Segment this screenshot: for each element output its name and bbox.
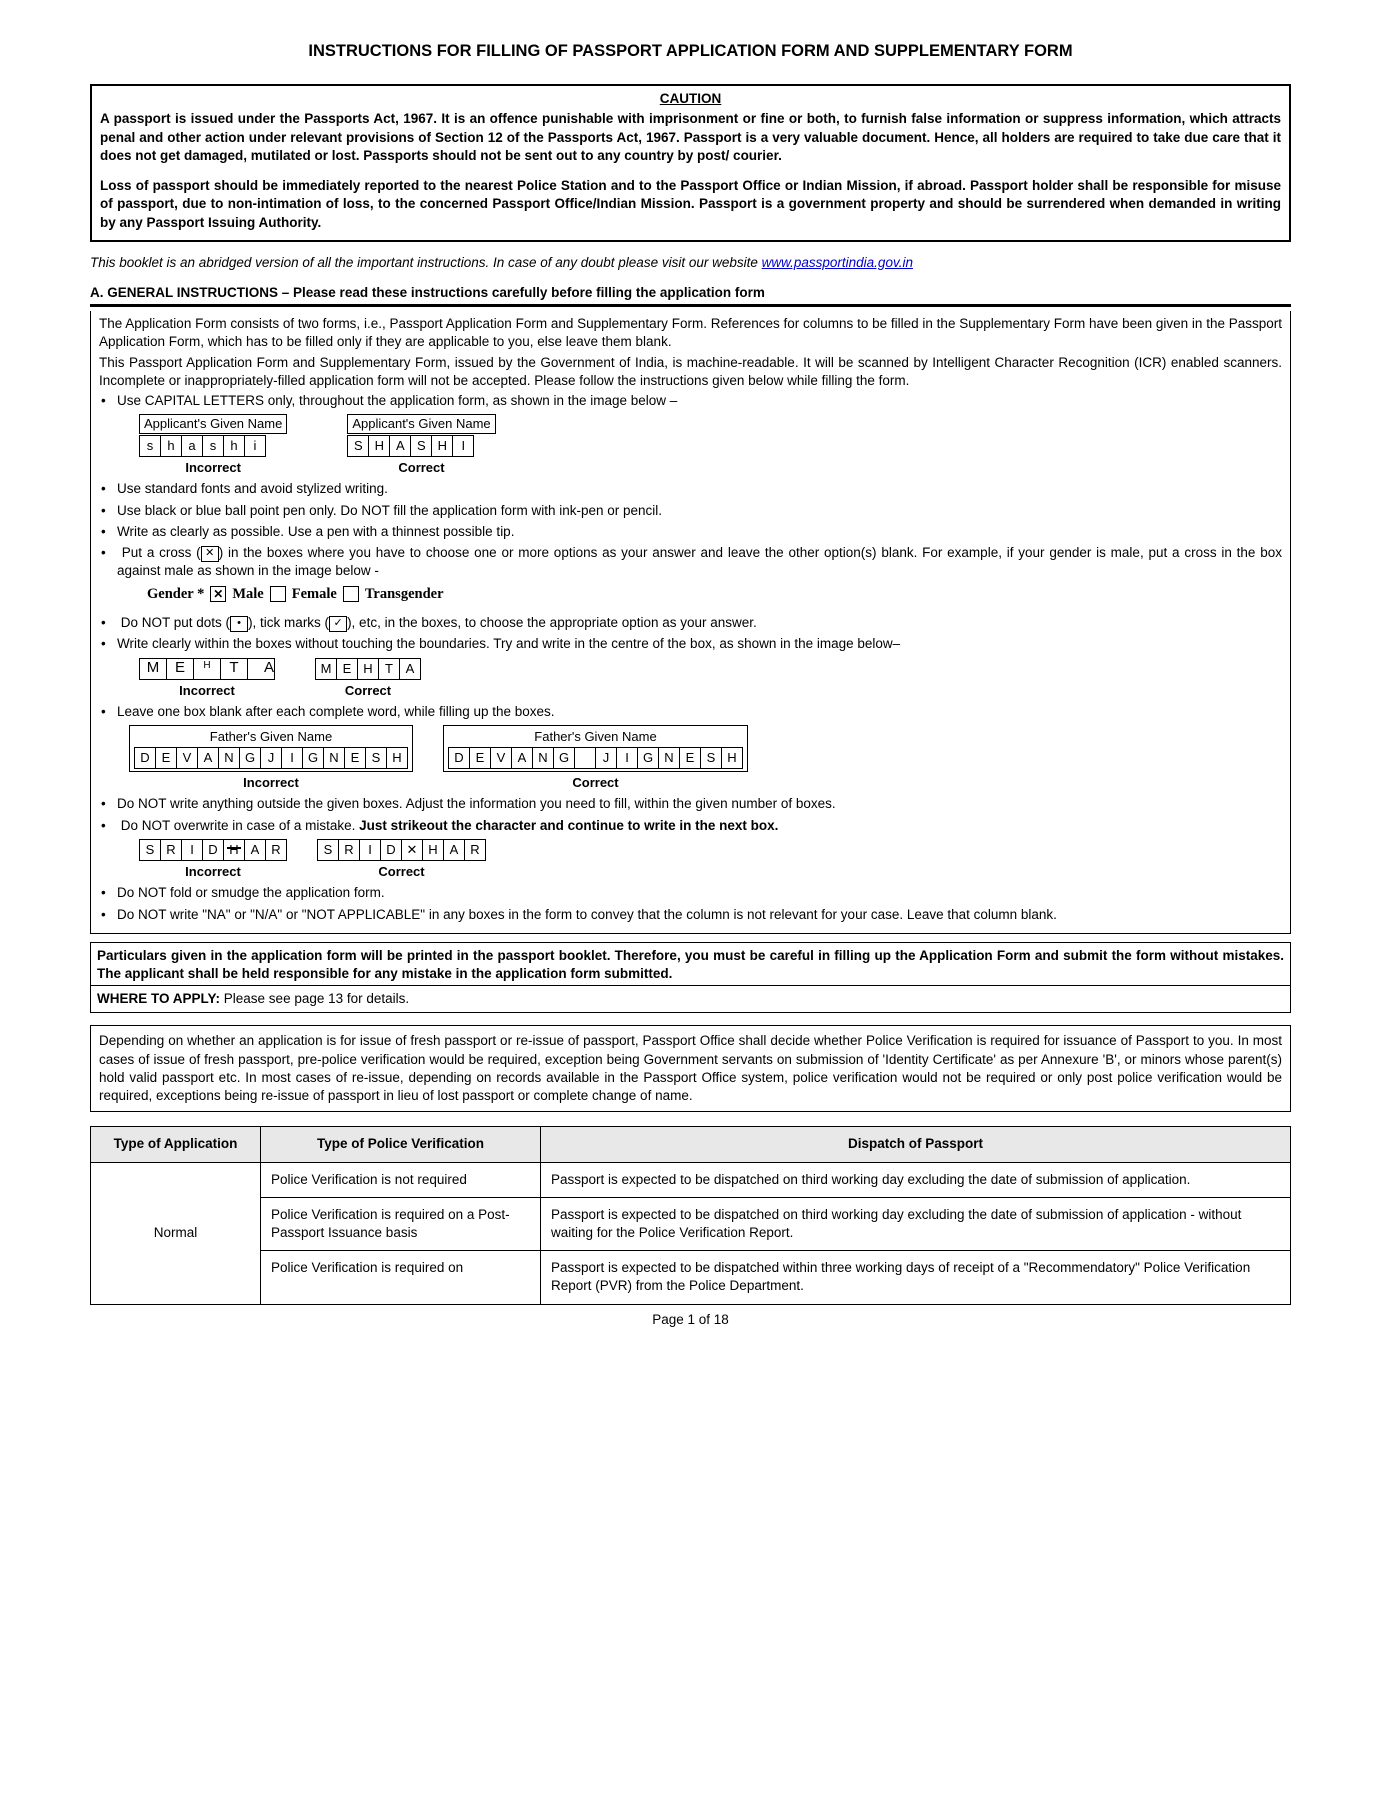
mehta-good-boxes: M E H T A — [315, 658, 421, 680]
cell-r1c3: Passport is expected to be dispatched on… — [541, 1162, 1291, 1197]
th-type-pv: Type of Police Verification — [261, 1127, 541, 1162]
th-dispatch: Dispatch of Passport — [541, 1127, 1291, 1162]
cell-r1c2: Police Verification is not required — [261, 1162, 541, 1197]
mehta-bad-boxes: M E H T A — [139, 658, 275, 680]
bullet-fold: Do NOT fold or smudge the application fo… — [117, 884, 1282, 902]
caution-p1: A passport is issued under the Passports… — [100, 110, 1281, 165]
bullet-clear: Write as clearly as possible. Use a pen … — [117, 523, 1282, 541]
male-checkbox — [210, 586, 226, 602]
bullet-outside: Do NOT write anything outside the given … — [117, 795, 1282, 813]
cell-r3c3: Passport is expected to be dispatched wi… — [541, 1251, 1291, 1304]
bullet-blank: Leave one box blank after each complete … — [117, 703, 1282, 721]
bullet-centre: Write clearly within the boxes without t… — [117, 635, 1282, 653]
section-a-header: A. GENERAL INSTRUCTIONS – Please read th… — [90, 284, 1291, 307]
dispatch-table: Type of Application Type of Police Verif… — [90, 1126, 1291, 1304]
shashi-upper-boxes: S H A S H I — [347, 435, 495, 457]
page-number: Page 1 of 18 — [90, 1311, 1291, 1329]
th-type-app: Type of Application — [91, 1127, 261, 1162]
gender-label: Gender * — [147, 585, 204, 605]
caution-p2: Loss of passport should be immediately r… — [100, 177, 1281, 232]
example-fathers: Father's Given Name D E V A N G J I G N … — [129, 725, 1282, 791]
where-text: Please see page 13 for details. — [224, 991, 409, 1006]
general-instructions-box: The Application Form consists of two for… — [90, 311, 1291, 934]
bullet-overwrite: Do NOT overwrite in case of a mistake. J… — [117, 817, 1282, 835]
shashi-lower-boxes: s h a s h i — [139, 435, 287, 457]
given-name-label-2: Applicant's Given Name — [347, 414, 495, 434]
website-link[interactable]: www.passportindia.gov.in — [762, 255, 913, 270]
general-p2: This Passport Application Form and Suppl… — [99, 354, 1282, 390]
fathers-label-1: Father's Given Name — [134, 728, 408, 746]
cell-r2c3: Passport is expected to be dispatched on… — [541, 1197, 1291, 1250]
correct-label-2: Correct — [315, 682, 421, 700]
devang-bad-boxes: D E V A N G J I G N E S H — [134, 747, 408, 769]
caution-box: CAUTION A passport is issued under the P… — [90, 84, 1291, 242]
devang-good-boxes: D E V A N G J I G N E S H — [448, 747, 743, 769]
incorrect-label-3: Incorrect — [129, 774, 413, 792]
cell-r2c2: Police Verification is required on a Pos… — [261, 1197, 541, 1250]
police-verification-note: Depending on whether an application is f… — [90, 1025, 1291, 1112]
incorrect-label: Incorrect — [139, 459, 287, 477]
example-capitals: Applicant's Given Name s h a s h i Incor… — [139, 414, 1282, 476]
incorrect-label-4: Incorrect — [139, 863, 287, 881]
fathers-label-2: Father's Given Name — [448, 728, 743, 746]
bullet-pen: Use black or blue ball point pen only. D… — [117, 502, 1282, 520]
dot-icon: • — [230, 616, 248, 632]
cell-normal: Normal — [91, 1162, 261, 1304]
incorrect-label-2: Incorrect — [139, 682, 275, 700]
example-mehta: M E H T A Incorrect M E H T A Correct — [139, 658, 1282, 700]
sridhar-bad-boxes: S R I D H A R — [139, 839, 287, 861]
correct-label-4: Correct — [317, 863, 486, 881]
cell-r3c2: Police Verification is required on — [261, 1251, 541, 1304]
bullet-dots: Do NOT put dots (•), tick marks (✓), etc… — [117, 614, 1282, 632]
cross-icon: ✕ — [201, 546, 219, 562]
caution-heading: CAUTION — [100, 90, 1281, 108]
given-name-label-1: Applicant's Given Name — [139, 414, 287, 434]
where-to-apply: WHERE TO APPLY: Please see page 13 for d… — [90, 985, 1291, 1013]
general-p1: The Application Form consists of two for… — [99, 315, 1282, 351]
where-label: WHERE TO APPLY: — [97, 991, 224, 1006]
bullet-cross: Put a cross (✕) in the boxes where you h… — [117, 544, 1282, 604]
bullet-fonts: Use standard fonts and avoid stylized wr… — [117, 480, 1282, 498]
bullet-capitals: Use CAPITAL LETTERS only, throughout the… — [117, 392, 1282, 410]
trans-checkbox — [343, 586, 359, 602]
instruction-list: Use CAPITAL LETTERS only, throughout the… — [99, 392, 1282, 410]
tick-icon: ✓ — [329, 616, 347, 632]
correct-label-3: Correct — [443, 774, 748, 792]
bullet-na: Do NOT write "NA" or "N/A" or "NOT APPLI… — [117, 906, 1282, 924]
sridhar-good-boxes: S R I D ✕ H A R — [317, 839, 486, 861]
particulars-note: Particulars given in the application for… — [90, 942, 1291, 985]
female-checkbox — [270, 586, 286, 602]
gender-example: Gender * Male Female Transgender — [147, 585, 1282, 605]
booklet-note: This booklet is an abridged version of a… — [90, 254, 1291, 272]
correct-label: Correct — [347, 459, 495, 477]
booklet-text: This booklet is an abridged version of a… — [90, 255, 762, 270]
page-title: INSTRUCTIONS FOR FILLING OF PASSPORT APP… — [90, 40, 1291, 62]
example-sridhar: S R I D H A R Incorrect S R I D ✕ H A R … — [139, 839, 1282, 881]
